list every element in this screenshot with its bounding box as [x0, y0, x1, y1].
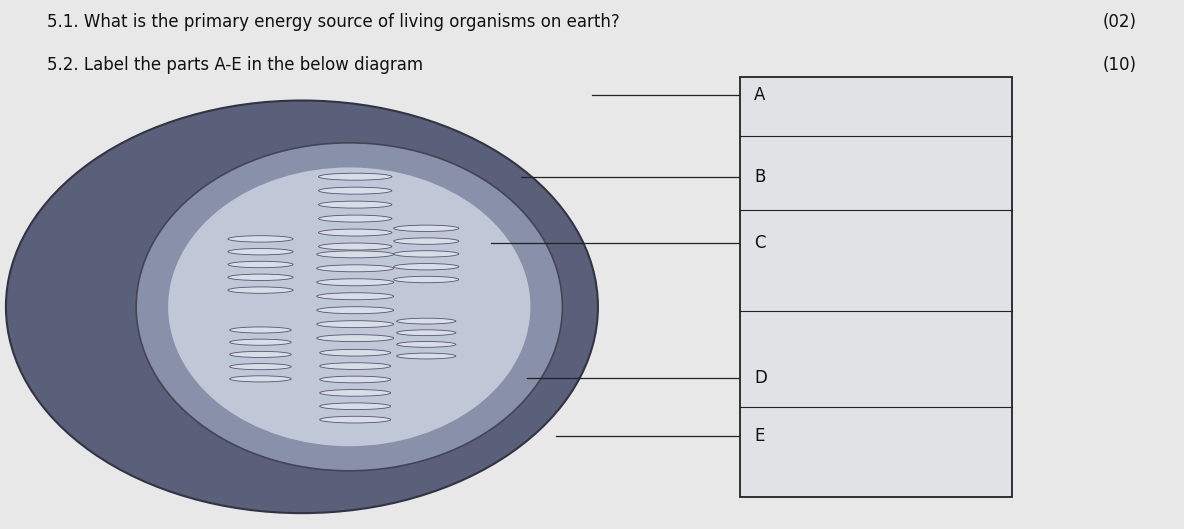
Ellipse shape [318, 229, 392, 236]
Ellipse shape [230, 351, 291, 358]
Ellipse shape [397, 353, 456, 359]
Ellipse shape [320, 416, 391, 423]
Text: C: C [754, 234, 766, 252]
Ellipse shape [318, 215, 392, 222]
Text: 5.2. Label the parts A-E in the below diagram: 5.2. Label the parts A-E in the below di… [47, 56, 424, 74]
Ellipse shape [230, 376, 291, 382]
Ellipse shape [393, 238, 459, 244]
Ellipse shape [229, 236, 294, 242]
Ellipse shape [318, 201, 392, 208]
Text: A: A [754, 86, 766, 104]
Ellipse shape [317, 335, 394, 342]
Ellipse shape [320, 403, 391, 409]
Ellipse shape [229, 249, 294, 255]
Ellipse shape [229, 261, 294, 268]
Ellipse shape [397, 318, 456, 324]
Text: D: D [754, 369, 767, 387]
Ellipse shape [397, 342, 456, 347]
Ellipse shape [320, 349, 391, 356]
Text: (10): (10) [1102, 56, 1137, 74]
Ellipse shape [320, 376, 391, 383]
Ellipse shape [317, 321, 394, 327]
Ellipse shape [230, 327, 291, 333]
Ellipse shape [229, 287, 294, 293]
Ellipse shape [317, 279, 394, 286]
Ellipse shape [136, 143, 562, 471]
Ellipse shape [317, 307, 394, 314]
Ellipse shape [230, 339, 291, 345]
Text: B: B [754, 168, 766, 186]
Ellipse shape [393, 225, 459, 232]
Ellipse shape [320, 389, 391, 396]
Ellipse shape [397, 330, 456, 336]
Ellipse shape [318, 173, 392, 180]
Ellipse shape [168, 167, 530, 446]
Ellipse shape [393, 276, 459, 282]
Ellipse shape [393, 263, 459, 270]
Ellipse shape [317, 293, 394, 300]
Ellipse shape [317, 251, 394, 258]
Ellipse shape [230, 363, 291, 370]
Text: 5.1. What is the primary energy source of living organisms on earth?: 5.1. What is the primary energy source o… [47, 13, 620, 31]
Ellipse shape [229, 274, 294, 280]
Ellipse shape [6, 101, 598, 513]
Bar [740, 77, 1012, 497]
Text: E: E [754, 427, 765, 445]
Ellipse shape [318, 187, 392, 194]
Ellipse shape [393, 251, 459, 257]
Ellipse shape [320, 363, 391, 369]
Text: (02): (02) [1102, 13, 1137, 31]
Ellipse shape [317, 265, 394, 272]
Ellipse shape [318, 243, 392, 250]
